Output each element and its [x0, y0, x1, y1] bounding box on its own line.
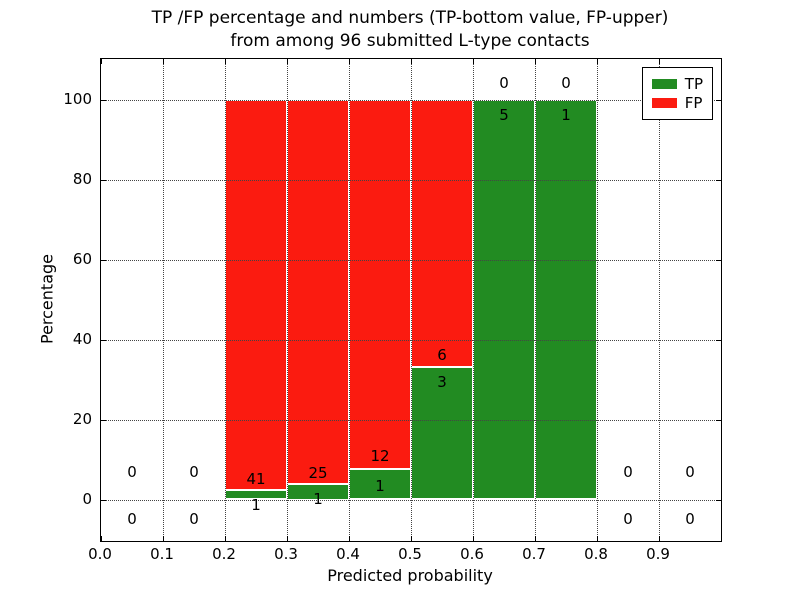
fp-bar-segment	[225, 100, 287, 490]
y-tick-label: 80	[72, 170, 92, 189]
x-tick-mark	[659, 536, 660, 541]
fp-count-label: 0	[189, 463, 199, 482]
x-axis-label: Predicted probability	[327, 566, 493, 585]
x-tick-label: 0.1	[150, 545, 174, 563]
fp-count-label: 0	[685, 463, 695, 482]
fp-legend-label: FP	[684, 94, 703, 112]
tp-count-label: 0	[623, 509, 633, 528]
fp-legend-swatch-icon	[651, 98, 677, 108]
x-tick-mark-top	[101, 59, 102, 64]
x-tick-mark-top	[535, 59, 536, 64]
y-tick-mark-right	[716, 260, 721, 262]
h-gridline	[101, 499, 721, 501]
fp-bar-segment	[349, 100, 411, 469]
fp-count-label: 41	[246, 469, 266, 488]
fp-count-label: 0	[127, 463, 137, 482]
y-tick-mark	[101, 419, 106, 421]
x-tick-label: 0.2	[212, 545, 236, 563]
v-gridline	[163, 59, 164, 541]
x-tick-mark-top	[597, 59, 598, 64]
x-tick-mark-top	[287, 59, 288, 64]
x-tick-label: 0.8	[584, 545, 608, 563]
x-tick-mark	[101, 536, 102, 541]
v-gridline	[597, 59, 598, 541]
tp-count-label: 0	[189, 509, 199, 528]
y-tick-label: 40	[72, 329, 92, 348]
x-tick-label: 0.9	[646, 545, 670, 563]
tp-count-label: 1	[313, 489, 323, 508]
x-tick-label: 0.0	[88, 545, 112, 563]
tp-bar-segment	[411, 366, 473, 500]
fp-count-label: 6	[437, 345, 447, 364]
chart-title-line2: from among 96 submitted L-type contacts	[230, 31, 590, 51]
chart-title: TP /FP percentage and numbers (TP-bottom…	[100, 7, 720, 53]
x-tick-label: 0.7	[522, 545, 546, 563]
x-tick-mark	[225, 536, 226, 541]
y-tick-label: 0	[82, 489, 92, 508]
y-tick-mark-right	[716, 499, 721, 501]
legend: TP FP	[641, 67, 713, 120]
x-tick-label: 0.4	[336, 545, 360, 563]
x-tick-mark	[287, 536, 288, 541]
legend-item-fp: FP	[651, 94, 703, 112]
y-axis-label: Percentage	[37, 253, 57, 345]
tp-count-label: 3	[437, 372, 447, 391]
y-tick-label: 20	[72, 409, 92, 428]
tp-count-label: 1	[561, 105, 571, 124]
y-tick-mark-right	[716, 339, 721, 341]
fp-count-label: 12	[370, 446, 390, 465]
y-tick-mark-right	[716, 419, 721, 421]
legend-item-tp: TP	[651, 75, 703, 93]
y-tick-mark	[101, 339, 106, 341]
y-tick-mark-right	[716, 100, 721, 102]
x-tick-mark	[473, 536, 474, 541]
fp-count-label: 0	[499, 74, 509, 93]
fp-count-label: 0	[561, 74, 571, 93]
x-tick-mark-top	[411, 59, 412, 64]
tp-count-label: 1	[251, 495, 261, 514]
x-tick-label: 0.3	[274, 545, 298, 563]
tp-count-label: 1	[375, 476, 385, 495]
tp-bar-segment	[349, 468, 411, 500]
tp-count-label: 5	[499, 105, 509, 124]
x-tick-label: 0.6	[460, 545, 484, 563]
v-gridline	[659, 59, 660, 541]
plot-area: TP FP 0 0 0 0 41 1 25 1 12 1 6 3 0 5 0 1 0 0 0 0	[100, 58, 722, 542]
tp-legend-label: TP	[684, 75, 703, 93]
x-tick-mark-top	[349, 59, 350, 64]
x-tick-mark-top	[163, 59, 164, 64]
x-tick-mark-top	[473, 59, 474, 64]
fp-bar-segment	[287, 100, 349, 485]
y-tick-mark	[101, 100, 106, 102]
y-tick-mark	[101, 180, 106, 182]
y-tick-label: 60	[72, 250, 92, 269]
x-tick-mark	[597, 536, 598, 541]
y-tick-mark	[101, 260, 106, 262]
x-tick-mark-top	[659, 59, 660, 64]
tp-count-label: 0	[685, 509, 695, 528]
y-tick-mark-right	[716, 180, 721, 182]
x-tick-mark-top	[225, 59, 226, 64]
x-tick-mark	[163, 536, 164, 541]
fp-bar-segment	[411, 100, 473, 367]
tp-count-label: 0	[127, 509, 137, 528]
x-tick-label: 0.5	[398, 545, 422, 563]
tp-legend-swatch-icon	[651, 79, 677, 89]
tp-bar-segment	[535, 100, 597, 500]
fp-count-label: 0	[623, 463, 633, 482]
tp-bar-segment	[473, 100, 535, 500]
y-tick-mark	[101, 499, 106, 501]
x-tick-mark	[349, 536, 350, 541]
y-tick-label: 100	[63, 90, 92, 109]
x-tick-mark	[411, 536, 412, 541]
x-tick-mark	[535, 536, 536, 541]
fp-count-label: 25	[308, 464, 328, 483]
chart-title-line1: TP /FP percentage and numbers (TP-bottom…	[151, 8, 669, 28]
